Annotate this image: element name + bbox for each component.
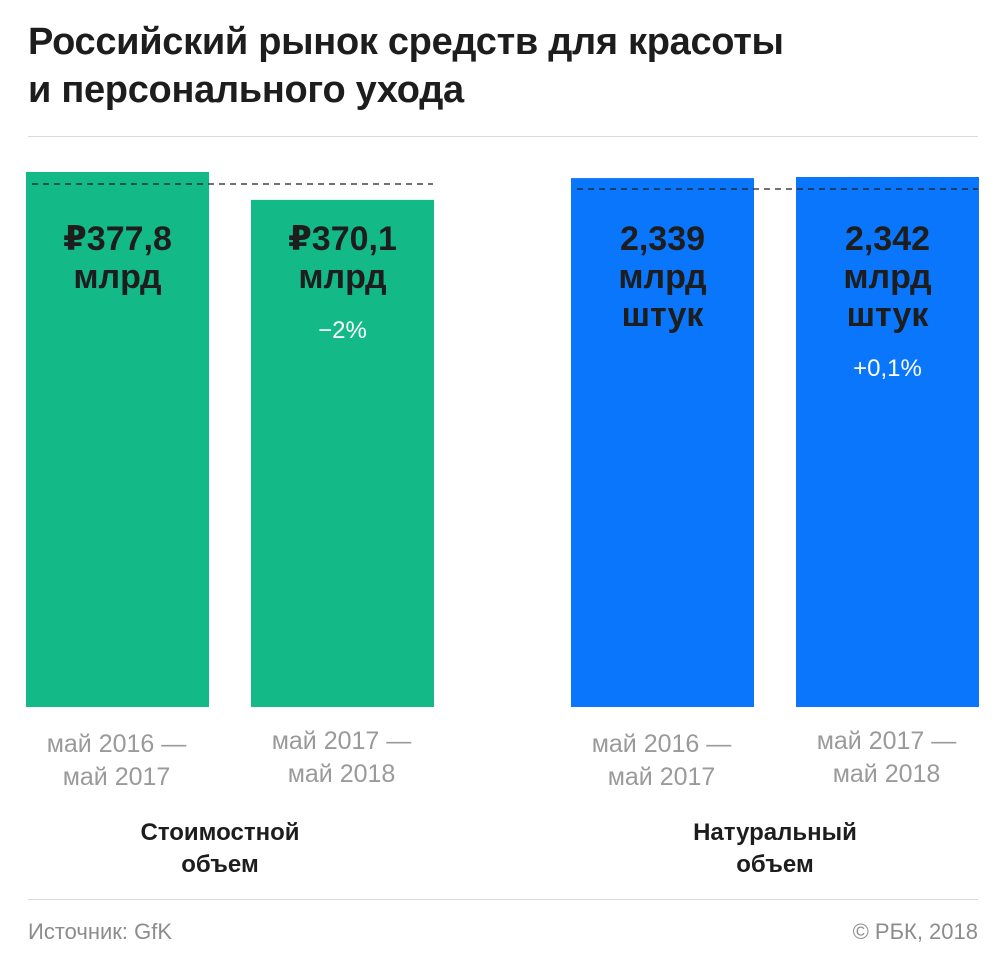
top-divider xyxy=(28,136,978,137)
period-tick-label: май 2018 xyxy=(288,760,396,788)
period-tick-label: май 2018 xyxy=(833,760,941,788)
bar-value-label: 2,339 xyxy=(620,220,705,258)
period-tick-label: май 2017 xyxy=(608,763,716,791)
chart-title-line-1: Российский рынок средств для красоты xyxy=(28,21,784,63)
copyright-note: © РБК, 2018 xyxy=(852,919,978,944)
bar-value-label: ₽377,8 xyxy=(63,220,172,258)
chart-title-line-2: и персонального ухода xyxy=(28,69,464,111)
period-tick-label: май 2016 — xyxy=(47,730,187,758)
bar-volume-2 xyxy=(796,177,979,707)
group-label: Стоимостной xyxy=(141,819,300,846)
group-label: объем xyxy=(181,851,258,878)
bar-change-label: −2% xyxy=(318,317,367,344)
group-label: объем xyxy=(736,851,813,878)
period-tick-label: май 2016 — xyxy=(592,730,732,758)
bar-value-label: млрд xyxy=(843,258,931,296)
bottom-divider xyxy=(28,899,978,900)
period-tick-label: май 2017 — xyxy=(272,727,412,755)
bar-value-label: ₽370,1 xyxy=(288,220,397,258)
source-note: Источник: GfK xyxy=(28,919,173,944)
chart-title: Российский рынок средств для красоты и п… xyxy=(28,18,968,114)
bar-value-label: млрд xyxy=(73,258,161,296)
bar-value-label: штук xyxy=(847,296,930,334)
bar-value-2 xyxy=(251,199,434,708)
bar-value-label: штук xyxy=(622,296,705,334)
bar-volume-1 xyxy=(571,178,754,707)
bar-value-label: млрд xyxy=(298,258,386,296)
bar-value-label: млрд xyxy=(618,258,706,296)
group-label: Натуральный xyxy=(693,819,857,846)
period-tick-label: май 2017 xyxy=(63,763,171,791)
bar-value-label: 2,342 xyxy=(845,220,930,258)
period-tick-label: май 2017 — xyxy=(817,727,957,755)
bar-change-label: +0,1% xyxy=(853,355,922,382)
bar-value-1 xyxy=(26,172,209,707)
